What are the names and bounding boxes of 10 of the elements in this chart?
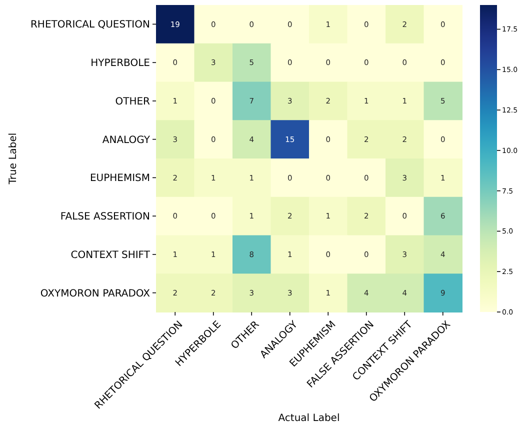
y-tick-label: CONTEXT SHIFT <box>70 250 151 261</box>
y-tick-label: OTHER <box>115 96 150 108</box>
y-tick-label: OXYMORON PARADOX <box>40 288 150 300</box>
y-tick-label: RHETORICAL QUESTION <box>30 20 150 31</box>
x-axis-title: Actual Label <box>278 413 340 424</box>
y-axis-title: True Label <box>8 132 19 186</box>
y-tick-label: HYPERBOLE <box>90 58 150 70</box>
y-tick-label: FALSE ASSERTION <box>60 212 150 223</box>
y-tick-label: ANALOGY <box>102 134 151 146</box>
y-tick-label: EUPHEMISM <box>90 173 150 184</box>
